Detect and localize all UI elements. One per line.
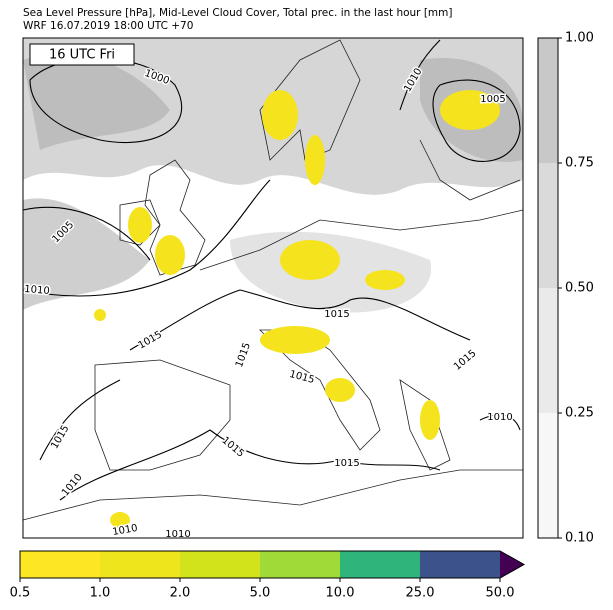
colorbar-tick-label: 1.00 xyxy=(565,31,594,46)
colorbar-extension xyxy=(500,551,524,578)
colorbar-segment xyxy=(180,551,260,578)
colorbar-segment xyxy=(20,551,100,578)
colorbar-segment xyxy=(340,551,420,578)
cloud-field xyxy=(23,53,170,151)
precip-patches xyxy=(94,90,500,528)
isobar-label: 1005 xyxy=(480,94,505,105)
colorbar-tick-label: 10.0 xyxy=(326,586,355,601)
colorbar-segment xyxy=(538,38,558,163)
map: 1000100510101005101010151015101510151015… xyxy=(22,37,524,542)
subtitle: WRF 16.07.2019 18:00 UTC +70 xyxy=(23,20,193,32)
map-frame xyxy=(22,37,524,539)
colorbar-tick-label: 5.0 xyxy=(250,586,271,601)
colorbar-segment xyxy=(538,288,558,413)
time-box xyxy=(29,43,135,66)
isobars xyxy=(22,39,521,501)
title: Sea Level Pressure [hPa], Mid-Level Clou… xyxy=(23,7,453,19)
isobar-label: 1015 xyxy=(324,309,349,320)
colorbar-segment xyxy=(420,551,500,578)
colorbar-tick-label: 50.0 xyxy=(486,586,515,601)
colorbar-segment xyxy=(260,551,340,578)
colorbar-tick-label: 0.50 xyxy=(565,281,594,296)
cloud-field xyxy=(23,198,150,310)
colorbar-segment xyxy=(100,551,180,578)
isobar-label: 1015 xyxy=(334,458,359,469)
colorbar-segment xyxy=(538,413,558,538)
colorbar-tick-label: 1.0 xyxy=(90,586,111,601)
cloud-colorbar: 0.10 0.25 0.50 0.75 1.00 xyxy=(537,31,594,546)
precip-colorbar: 0.5 1.0 2.0 5.0 10.0 25.0 50.0 xyxy=(10,550,526,601)
colorbar-tick-label: 2.0 xyxy=(170,586,191,601)
colorbar-tick-label: 0.75 xyxy=(565,156,594,171)
colorbar-segment xyxy=(538,163,558,288)
coastlines xyxy=(22,39,524,521)
time-label: 16 UTC Fri xyxy=(49,48,115,63)
isobar-label: 1010 xyxy=(24,284,50,297)
colorbar-tick-label: 0.5 xyxy=(10,586,31,601)
colorbar-tick-label: 0.25 xyxy=(565,406,594,421)
colorbar-tick-label: 0.10 xyxy=(565,531,594,546)
colorbar-tick-label: 25.0 xyxy=(406,586,435,601)
colorbar-frame xyxy=(19,550,526,579)
isobar-label: 1010 xyxy=(487,412,512,423)
